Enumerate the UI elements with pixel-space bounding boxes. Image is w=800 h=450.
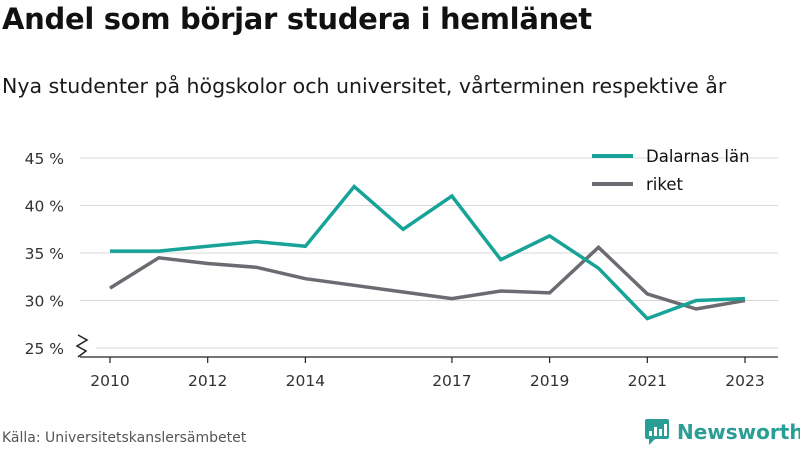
- brand-name: Newsworthy: [677, 420, 800, 444]
- x-tick-label: 2010: [90, 372, 129, 390]
- chart-subtitle: Nya studenter på högskolor och universit…: [2, 74, 727, 98]
- axis-break-icon: [75, 334, 89, 358]
- legend: Dalarnas län riket: [592, 147, 750, 194]
- x-axis: 2010 2012 2014 2017 2019 2021 2023: [80, 356, 778, 390]
- x-tick-label: 2014: [286, 372, 325, 390]
- grid-lines: [80, 157, 778, 349]
- y-tick-label: 45 %: [25, 150, 64, 168]
- brand-logo: Newsworthy: [644, 418, 800, 446]
- legend-label: riket: [646, 175, 683, 194]
- series-lines: [109, 183, 746, 321]
- y-axis: 25 % 30 % 35 % 40 % 45 %: [25, 150, 89, 358]
- y-tick-label: 40 %: [25, 198, 64, 216]
- y-tick-label: 25 %: [25, 340, 64, 358]
- newsworthy-logo-icon: [645, 419, 669, 445]
- x-tick-label: 2019: [530, 372, 569, 390]
- x-tick-label: 2017: [432, 372, 471, 390]
- source-note: Källa: Universitetskanslersämbetet: [2, 430, 247, 446]
- y-tick-label: 35 %: [25, 245, 64, 263]
- y-tick-label: 30 %: [25, 293, 64, 311]
- chart-title: Andel som börjar studera i hemlänet: [2, 2, 592, 36]
- series-line-riket: [109, 244, 746, 311]
- legend-label: Dalarnas län: [646, 147, 750, 166]
- x-tick-label: 2012: [188, 372, 227, 390]
- series-line-dalarnas-lan: [110, 183, 746, 321]
- x-tick-label: 2023: [725, 372, 764, 390]
- x-tick-label: 2021: [628, 372, 667, 390]
